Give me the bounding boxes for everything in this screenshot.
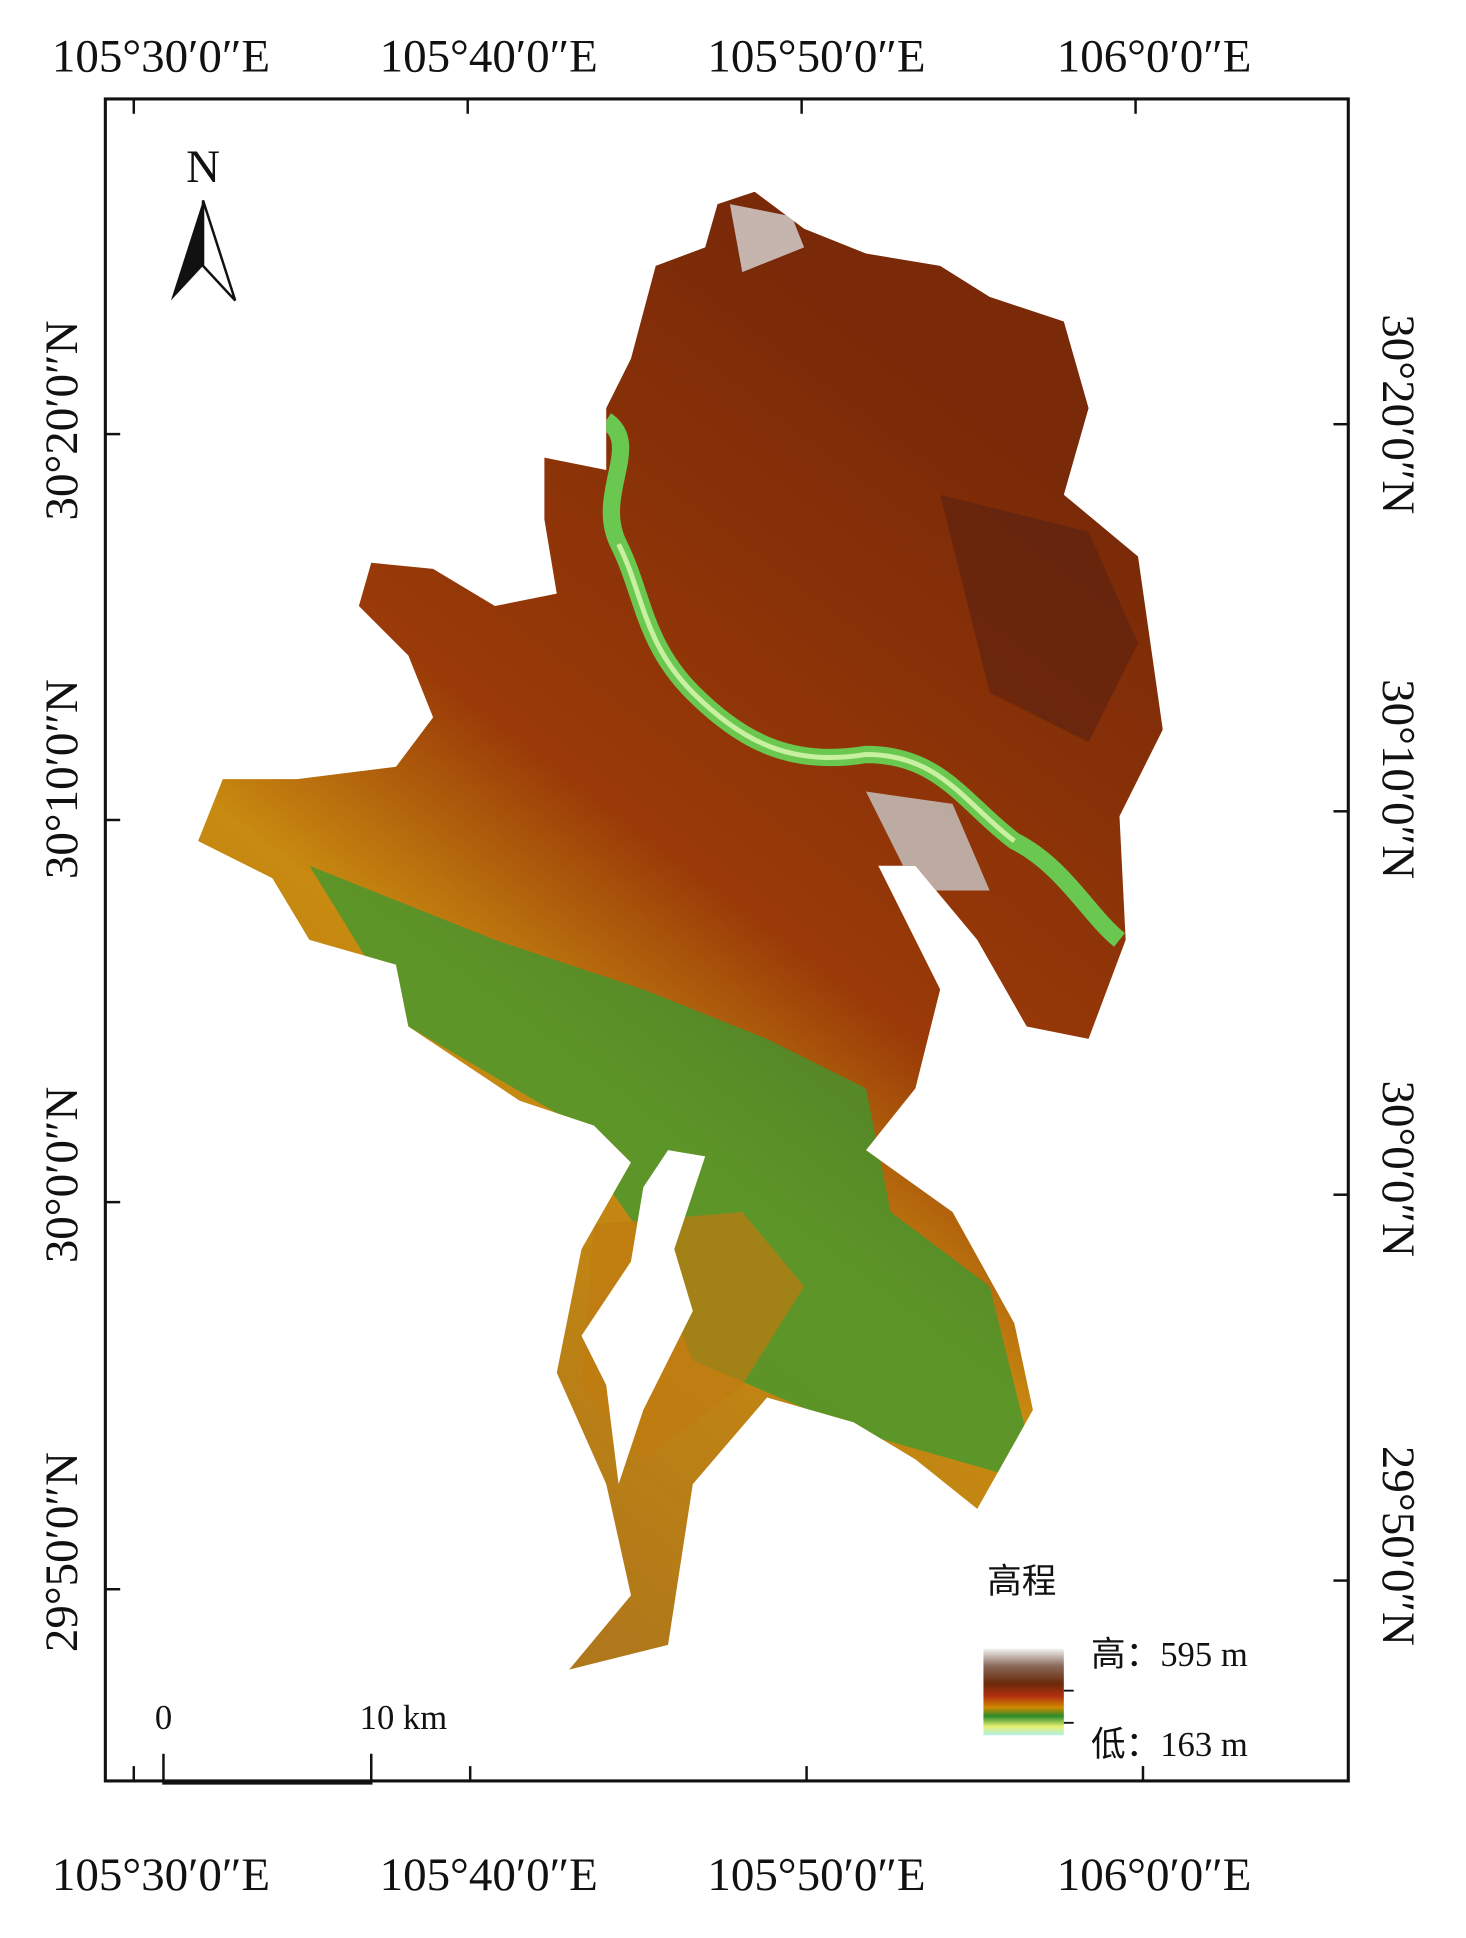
lon-label: 105°30′0″E bbox=[52, 1849, 270, 1901]
lon-label: 106°0′0″E bbox=[1057, 1849, 1252, 1901]
color-ramp bbox=[983, 1648, 1064, 1736]
legend-low: 低：163 m bbox=[1091, 1726, 1248, 1764]
lon-label: 106°0′0″E bbox=[1057, 31, 1252, 83]
lat-label: 30°0′0″N bbox=[1372, 1080, 1424, 1257]
lon-label: 105°40′0″E bbox=[380, 1849, 598, 1901]
scale-label: 10 km bbox=[360, 1699, 448, 1737]
lat-label: 30°10′0″N bbox=[1372, 679, 1424, 879]
lat-label: 30°0′0″N bbox=[36, 1087, 88, 1264]
lon-label: 105°50′0″E bbox=[707, 31, 925, 83]
scale-bar: 0 10 km bbox=[155, 1699, 448, 1785]
graticule-ticks bbox=[105, 98, 1349, 1781]
terrain bbox=[198, 191, 1163, 1670]
lat-label: 29°50′0″N bbox=[1372, 1446, 1424, 1646]
lon-label: 105°50′0″E bbox=[707, 1849, 925, 1901]
lat-label: 29°50′0″N bbox=[36, 1452, 88, 1652]
lat-label: 30°20′0″N bbox=[36, 320, 88, 520]
scale-label: 0 bbox=[155, 1699, 172, 1737]
lon-label: 105°30′0″E bbox=[52, 31, 270, 83]
legend-high: 高：595 m bbox=[1091, 1636, 1248, 1674]
map-frame bbox=[103, 97, 1350, 1783]
legend-title: 高程 bbox=[987, 1563, 1056, 1601]
lat-label: 30°10′0″N bbox=[36, 679, 88, 879]
north-arrow: N bbox=[170, 141, 237, 302]
north-label: N bbox=[186, 141, 220, 193]
legend: 高程 高：595 m 低：163 m bbox=[983, 1563, 1248, 1764]
lat-label: 30°20′0″N bbox=[1372, 314, 1424, 514]
lon-label: 105°40′0″E bbox=[380, 31, 598, 83]
